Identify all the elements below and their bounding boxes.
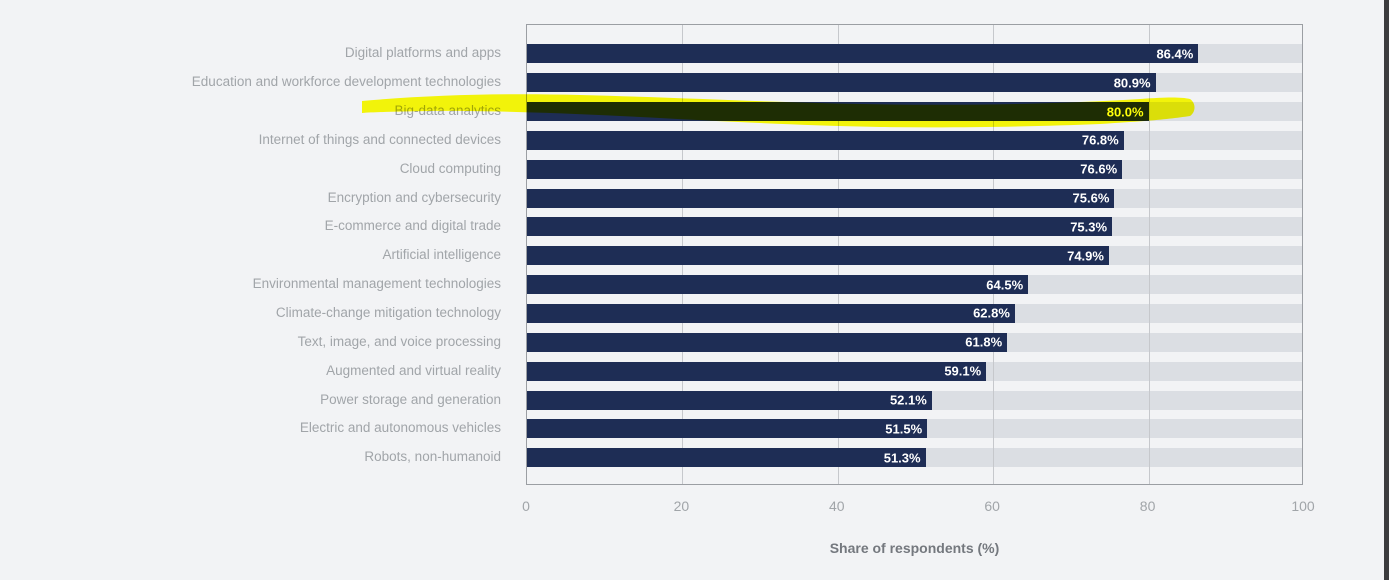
x-tick-label: 40 (829, 498, 845, 514)
bar: 75.3% (527, 217, 1113, 237)
bar-value-label: 75.3% (1070, 219, 1108, 235)
x-tick-label: 80 (1139, 498, 1156, 514)
bar: 51.3% (527, 448, 926, 468)
gridline (1148, 25, 1150, 484)
bar: 76.8% (527, 130, 1124, 150)
bar: 80.0% (527, 102, 1149, 121)
bar-value-label: 52.1% (889, 392, 927, 408)
x-tick-label: 100 (1291, 498, 1315, 514)
category-label: E-commerce and digital trade (324, 218, 501, 234)
category-label: Big-data analytics (394, 103, 501, 118)
x-tick-label: 20 (673, 498, 690, 514)
bar: 61.8% (527, 332, 1008, 352)
screenshot-right-edge (1384, 0, 1389, 580)
category-label: Augmented and virtual reality (326, 362, 501, 378)
bar-value-label: 61.8% (965, 334, 1003, 350)
bar: 80.9% (527, 73, 1156, 93)
bar-value-label: 74.9% (1067, 248, 1104, 264)
bar: 75.6% (527, 188, 1115, 208)
bar: 74.9% (527, 246, 1109, 266)
bar: 62.8% (527, 303, 1015, 323)
x-axis-title: Share of respondents (%) (829, 540, 1000, 556)
bar: 59.1% (527, 361, 987, 381)
bar-value-label: 76.8% (1081, 132, 1119, 148)
category-label: Power storage and generation (320, 391, 501, 407)
bar: 64.5% (527, 275, 1029, 295)
bar-value-label: 86.4% (1156, 46, 1194, 62)
category-label: Climate-change mitigation technology (275, 304, 501, 320)
bar-value-label: 51.5% (885, 421, 923, 437)
category-label: Education and workforce development tech… (191, 74, 501, 90)
category-label: Encryption and cybersecurity (327, 189, 501, 205)
x-tick-label: 60 (984, 498, 1000, 514)
category-label: Robots, non-humanoid (364, 449, 501, 465)
category-label: Electric and autonomous vehicles (299, 420, 501, 436)
category-labels-column: Digital platforms and apps Education and … (0, 0, 501, 580)
category-label: Environmental management technologies (252, 276, 501, 292)
bar: 51.5% (527, 419, 928, 439)
bar-value-label: 80.0% (1106, 104, 1144, 119)
bar-value-label: 62.8% (973, 305, 1010, 321)
bar-value-label: 76.6% (1080, 161, 1118, 177)
bar: 76.6% (527, 159, 1123, 179)
bar-value-label: 75.6% (1072, 190, 1110, 206)
category-label: Artificial intelligence (382, 247, 501, 263)
bar-value-label: 64.5% (986, 277, 1024, 293)
category-label: Text, image, and voice processing (297, 333, 501, 349)
x-tick-label: 0 (522, 498, 530, 514)
bar-value-label: 59.1% (944, 363, 982, 379)
plot-area: 86.4% 80.9% 80.0% 76.8% 76.6% 75.6% 75.3% 74.9%… (526, 24, 1303, 485)
bar: 86.4% (527, 44, 1199, 64)
bar: 52.1% (527, 390, 932, 410)
bar-value-label: 51.3% (883, 450, 921, 466)
category-label: Digital platforms and apps (344, 45, 501, 61)
bar-value-label: 80.9% (1113, 75, 1151, 91)
category-label: Cloud computing (399, 160, 501, 176)
category-label: Internet of things and connected devices (258, 131, 501, 147)
